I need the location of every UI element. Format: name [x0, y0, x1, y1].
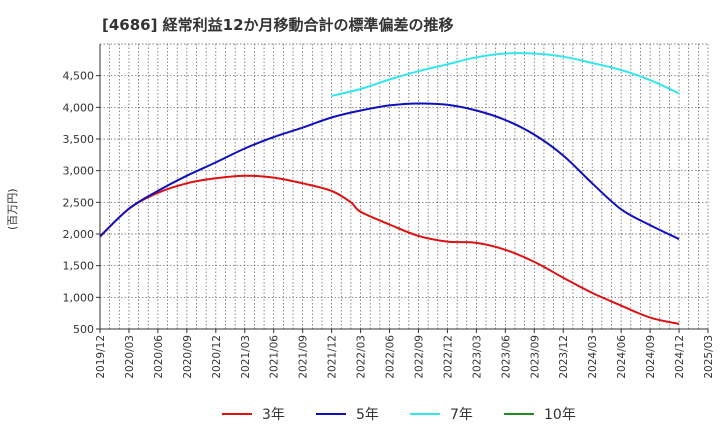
x-tick-label: 2020/03 — [124, 335, 136, 379]
series-layer — [99, 52, 680, 325]
x-tick-label: 2020/09 — [182, 335, 194, 379]
y-tick-label: 500 — [73, 323, 94, 336]
series-line-0 — [99, 174, 680, 325]
x-tick-label: 2020/12 — [211, 335, 223, 379]
x-tick-label: 2022/03 — [356, 335, 368, 379]
legend: 3年 5年 7年 10年 — [222, 407, 576, 423]
legend-label-1: 5年 — [356, 407, 379, 423]
y-tick-label: 2,000 — [63, 228, 95, 241]
grid-layer — [100, 43, 709, 329]
x-tick-label: 2024/03 — [587, 335, 599, 379]
x-tick-label: 2024/12 — [674, 335, 686, 379]
y-tick-label: 4,500 — [63, 70, 95, 83]
x-tick-label: 2021/12 — [327, 335, 339, 379]
chart-title: [4686] 経常利益12か月移動合計の標準偏差の推移 — [102, 16, 454, 34]
y-tick-label: 2,500 — [63, 196, 95, 209]
x-tick-label: 2023/03 — [471, 335, 483, 379]
series-line-1 — [99, 102, 680, 240]
x-tick-label: 2023/12 — [558, 335, 570, 379]
x-tick-label: 2021/06 — [269, 335, 281, 379]
y-tick-label: 4,000 — [63, 101, 95, 114]
x-tick-label: 2024/06 — [616, 335, 628, 379]
x-tick-label: 2020/06 — [153, 335, 165, 379]
x-tick-label: 2022/06 — [385, 335, 397, 379]
x-tick-label: 2022/09 — [413, 335, 425, 379]
y-tick-label: 3,000 — [63, 165, 95, 178]
x-tick-label: 2021/03 — [240, 335, 252, 379]
y-tick-label: 1,000 — [63, 291, 95, 304]
legend-label-0: 3年 — [262, 407, 285, 423]
x-tick-label: 2021/09 — [298, 335, 310, 379]
plot-area — [100, 44, 708, 329]
series-line-2 — [331, 52, 680, 97]
x-tick-label: 2022/12 — [442, 335, 454, 379]
x-tick-label: 2023/09 — [529, 335, 541, 379]
axis-layer: 500 1,000 1,500 2,000 2,500 3,000 3,500 4,000 4,… — [63, 44, 715, 379]
x-tick-label: 2024/09 — [645, 335, 657, 379]
legend-label-2: 7年 — [450, 407, 473, 423]
legend-label-3: 10年 — [544, 407, 576, 423]
x-tick-label: 2019/12 — [95, 335, 107, 379]
y-tick-label: 1,500 — [63, 260, 95, 273]
x-tick-label: 2025/03 — [703, 335, 715, 379]
y-tick-label: 3,500 — [63, 133, 95, 146]
x-tick-label: 2023/06 — [500, 335, 512, 379]
